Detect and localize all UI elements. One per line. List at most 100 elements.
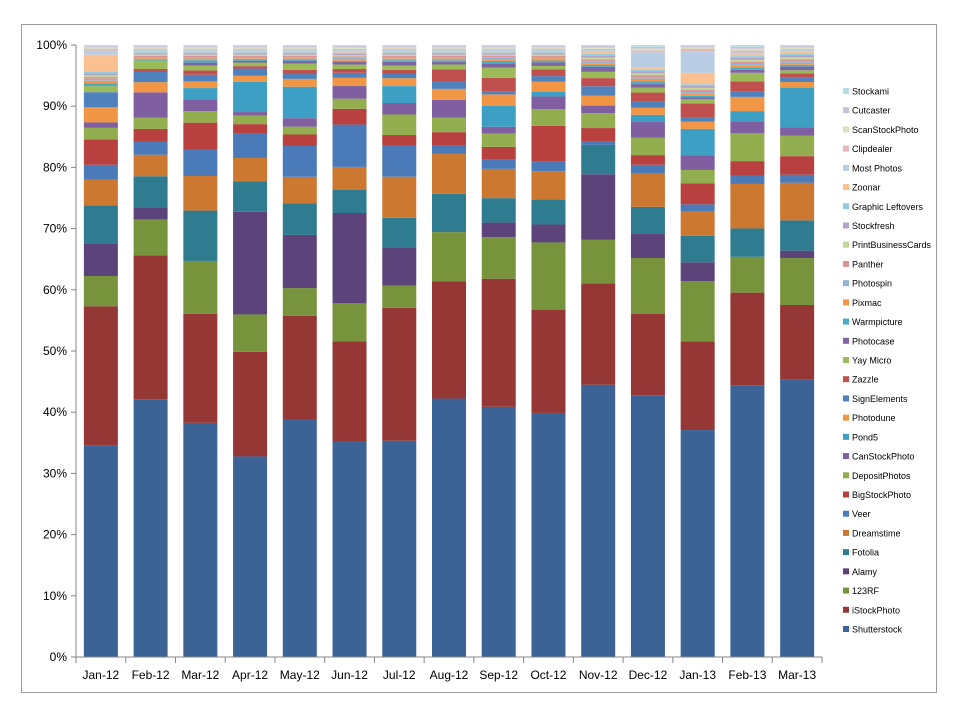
bar-most-photos-mar-13 xyxy=(780,49,815,52)
bar-veer-feb-13 xyxy=(730,175,765,184)
bar-stockfresh-may-12 xyxy=(282,53,317,55)
bar-most-photos-oct-12 xyxy=(531,49,566,51)
bar-123rf-dec-12 xyxy=(630,258,665,314)
bar-pixmac-jan-13 xyxy=(680,93,715,96)
x-axis: Jan-12 Feb-12 Mar-12 Apr-12 May-12 Jun-12 Jul-… xyxy=(75,656,823,682)
bar-zoonar-mar-12 xyxy=(183,51,218,53)
x-tick-label: Mar-12 xyxy=(181,668,219,682)
bar-yay-micro-feb-12 xyxy=(133,60,168,69)
bar-printbusinesscards-oct-12 xyxy=(531,54,566,56)
bar-warmpicture-jan-12 xyxy=(83,83,118,87)
bar-stockfresh-apr-12 xyxy=(233,53,268,55)
bar-fotolia-feb-12 xyxy=(133,176,168,208)
bar-canstockphoto-may-12 xyxy=(282,118,317,127)
bar-scanstockphoto-dec-12 xyxy=(630,48,665,51)
bar-pond5-dec-12 xyxy=(630,114,665,123)
legend-swatch xyxy=(843,88,849,94)
bar-pixmac-jul-12 xyxy=(382,58,417,61)
legend-swatch xyxy=(843,568,849,575)
bar-graphic-leftovers-may-12 xyxy=(282,52,317,54)
bar-pixmac-aug-12 xyxy=(432,58,466,61)
bar-fotolia-sep-12 xyxy=(481,198,516,223)
bar-most-photos-dec-12 xyxy=(630,52,665,68)
bar-pixmac-mar-12 xyxy=(183,58,218,61)
legend-item-alamy: Alamy xyxy=(843,567,878,577)
legend-swatch xyxy=(843,606,849,613)
bar-stack-jan-13 xyxy=(680,45,715,657)
y-tick-label: 90% xyxy=(43,99,67,113)
bar-zoonar-nov-12 xyxy=(581,51,616,54)
legend-label: DepositPhotos xyxy=(852,471,911,481)
legend-item-zazzle: Zazzle xyxy=(843,375,879,385)
bar-stockami-jun-12 xyxy=(332,45,367,47)
bar-scanstockphoto-mar-13 xyxy=(780,47,815,49)
legend-swatch xyxy=(843,549,849,556)
bar-fotolia-dec-12 xyxy=(630,206,665,234)
legend-item-zoonar: Zoonar xyxy=(843,183,881,193)
legend-item-warmpicture: Warmpicture xyxy=(843,317,903,327)
bar-clipdealer-apr-12 xyxy=(233,48,268,50)
bar-alamy-sep-12 xyxy=(481,222,516,238)
bar-stockami-dec-12 xyxy=(630,45,665,47)
bar-zazzle-feb-12 xyxy=(133,68,168,72)
bar-photospin-nov-12 xyxy=(581,61,616,64)
bar-bigstockphoto-mar-12 xyxy=(183,122,218,150)
bar-alamy-jul-12 xyxy=(382,247,417,286)
bar-most-photos-mar-12 xyxy=(183,49,218,52)
bar-printbusinesscards-feb-12 xyxy=(133,54,168,56)
legend-item-dreamstime: Dreamstime xyxy=(843,528,901,538)
bar-veer-apr-12 xyxy=(233,133,268,158)
legend-label: 123RF xyxy=(852,586,880,596)
legend-label: Cutcaster xyxy=(852,106,891,116)
bar-signelements-jul-12 xyxy=(382,74,417,79)
bar-photodune-sep-12 xyxy=(481,94,516,107)
bar-panther-jul-12 xyxy=(382,55,417,58)
bar-graphic-leftovers-oct-12 xyxy=(531,52,566,54)
bar-stockami-mar-12 xyxy=(183,45,218,47)
bar-signelements-oct-12 xyxy=(531,76,566,82)
legend-item-123rf: 123RF xyxy=(843,586,880,596)
bar-warmpicture-oct-12 xyxy=(531,60,566,63)
bar-photocase-jun-12 xyxy=(332,62,367,65)
bar-canstockphoto-jun-12 xyxy=(332,86,367,99)
legend-item-shutterstock: Shutterstock xyxy=(843,625,903,635)
bar-alamy-jan-12 xyxy=(83,243,118,277)
bar-alamy-jun-12 xyxy=(332,213,367,304)
bar-pond5-jul-12 xyxy=(382,86,417,103)
bar-scanstockphoto-mar-12 xyxy=(183,47,218,49)
bar-shutterstock-dec-12 xyxy=(630,395,665,657)
x-tick-label: Jan-12 xyxy=(83,668,120,682)
bar-dreamstime-jan-13 xyxy=(680,210,715,236)
bar-stack-aug-12 xyxy=(432,45,466,657)
bar-photocase-sep-12 xyxy=(481,63,516,68)
bar-stockami-aug-12 xyxy=(432,45,466,47)
bar-pixmac-dec-12 xyxy=(630,78,665,82)
bar-photospin-jan-13 xyxy=(680,91,715,94)
bar-photocase-apr-12 xyxy=(233,60,268,63)
bar-photospin-sep-12 xyxy=(481,57,516,60)
bar-signelements-jan-13 xyxy=(680,117,715,122)
legend-item-pixmac: Pixmac xyxy=(843,298,882,308)
bar-photospin-feb-13 xyxy=(730,63,765,66)
bar-alamy-apr-12 xyxy=(233,211,268,315)
legend-label: Yay Micro xyxy=(852,356,891,366)
bar-graphic-leftovers-jan-12 xyxy=(83,71,118,74)
legend-item-panther: Panther xyxy=(843,259,884,269)
bar-canstockphoto-jul-12 xyxy=(382,103,417,115)
bar-depositphotos-feb-13 xyxy=(730,133,765,162)
bar-photocase-mar-12 xyxy=(183,62,218,66)
bar-canstockphoto-nov-12 xyxy=(581,105,616,114)
bar-fotolia-aug-12 xyxy=(432,193,466,233)
bar-123rf-jan-13 xyxy=(680,280,715,342)
bar-warmpicture-may-12 xyxy=(282,59,317,61)
bar-pond5-feb-13 xyxy=(730,111,765,122)
x-tick-label: Sep-12 xyxy=(479,668,518,682)
bar-yay-micro-sep-12 xyxy=(481,67,516,78)
legend-label: Warmpicture xyxy=(852,317,903,327)
legend-swatch xyxy=(843,433,849,440)
bar-depositphotos-dec-12 xyxy=(630,137,665,156)
bar-shutterstock-may-12 xyxy=(282,419,317,657)
legend-label: CanStockPhoto xyxy=(852,452,915,462)
bar-dreamstime-mar-12 xyxy=(183,176,218,211)
bar-bigstockphoto-oct-12 xyxy=(531,125,566,162)
